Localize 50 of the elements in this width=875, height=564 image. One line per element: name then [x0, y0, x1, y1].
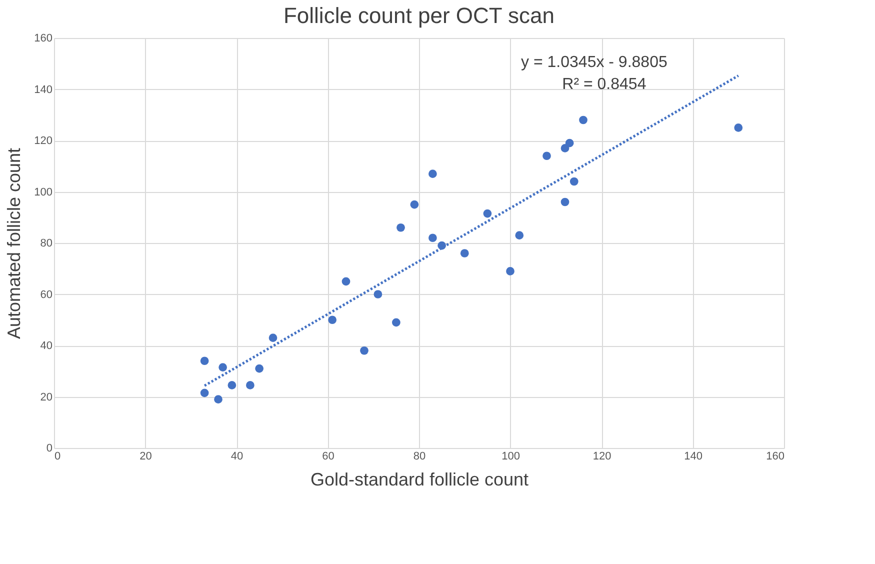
point: [428, 234, 437, 242]
y-tick-label: 140: [34, 84, 52, 96]
y-axis-title: Automated follicle count: [4, 148, 24, 340]
point: [560, 198, 570, 206]
annotation: y = 1.0345x - 9.8805: [521, 54, 668, 71]
y-tick-label: 20: [40, 391, 52, 404]
x-tick-label: 0: [54, 450, 61, 462]
point: [328, 316, 336, 324]
point: [565, 138, 574, 148]
y-tick-label: 160: [34, 32, 52, 44]
y-tick-label: 40: [40, 340, 52, 352]
x-tick-label: 80: [413, 450, 426, 462]
point: [392, 318, 400, 327]
point: [410, 200, 419, 209]
x-tick-label: 140: [684, 450, 702, 462]
chart-title: Follicle count per OCT scan: [283, 3, 555, 28]
y-tick-label: 60: [40, 288, 52, 301]
y-tick-label: 0: [46, 442, 52, 454]
point: [542, 152, 551, 160]
point: [268, 334, 278, 342]
point: [246, 381, 254, 390]
point: [460, 249, 469, 258]
annotation: R² = 0.8454: [562, 76, 646, 93]
y-tick-label: 120: [34, 135, 52, 147]
point: [570, 177, 578, 186]
point: [428, 170, 437, 178]
y-tick-label: 100: [34, 186, 52, 198]
y-tick-label: 80: [40, 238, 52, 250]
point: [360, 346, 368, 355]
point: [734, 124, 743, 132]
point: [506, 267, 514, 276]
x-tick-label: 100: [502, 450, 520, 462]
point: [483, 209, 492, 218]
point: [342, 277, 350, 286]
point: [255, 364, 264, 373]
x-tick-label: 60: [322, 450, 334, 462]
point: [374, 290, 382, 298]
point: [396, 223, 405, 232]
point: [200, 388, 209, 398]
x-tick-label: 160: [766, 450, 784, 462]
point: [515, 231, 524, 240]
x-tick-label: 40: [230, 450, 244, 462]
point: [200, 356, 209, 366]
x-axis-title: Gold-standard follicle count: [310, 470, 529, 490]
point: [214, 395, 222, 404]
x-tick-label: 20: [140, 450, 152, 462]
x-tick-label: 120: [592, 450, 612, 462]
point: [579, 116, 588, 124]
point: [218, 363, 227, 372]
point: [228, 381, 236, 390]
